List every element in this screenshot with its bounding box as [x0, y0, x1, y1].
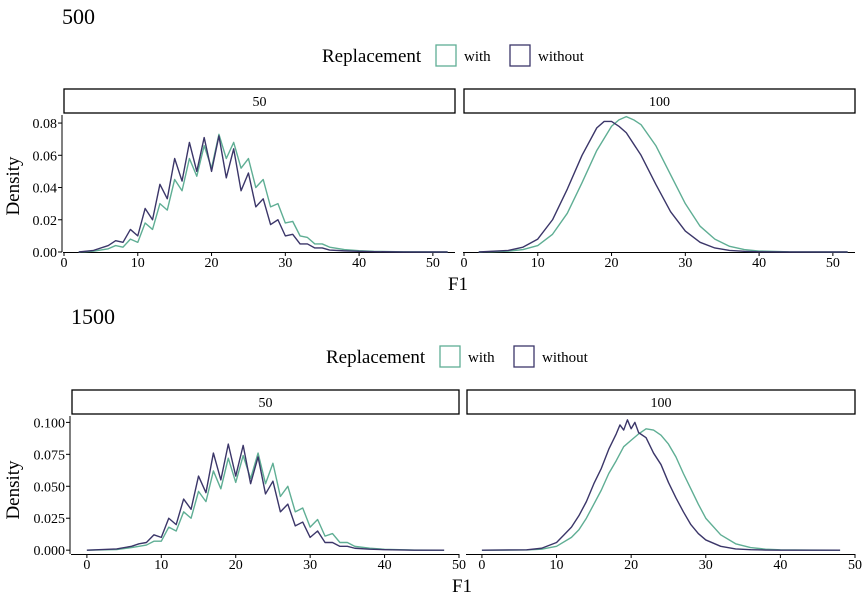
y-tick-label: 0.08 [33, 117, 58, 132]
y-tick-label: 0.025 [34, 512, 66, 527]
x-tick-label: 30 [303, 558, 317, 573]
series-line-with [78, 133, 448, 253]
y-tick-label: 0.050 [34, 480, 66, 495]
legend-label-with: with [468, 350, 495, 366]
legend-title: Replacement [322, 46, 422, 67]
x-axis: 0 10 20 30 40 50 [461, 252, 855, 271]
x-tick-label: 50 [826, 256, 840, 271]
x-tick-label: 10 [131, 256, 145, 271]
series-line-without [78, 135, 448, 253]
series-line-without [481, 419, 841, 551]
y-axis: 0.00 0.02 0.04 0.06 0.08 [33, 115, 63, 261]
x-tick-label: 0 [61, 256, 68, 271]
chart-title: 500 [62, 4, 95, 29]
y-axis-label: Density [3, 156, 24, 216]
facet-strip [63, 88, 456, 114]
x-tick-label: 10 [154, 558, 168, 573]
x-tick-label: 30 [678, 256, 692, 271]
y-axis-label: Density [3, 460, 24, 520]
y-tick-label: 0.100 [34, 416, 66, 431]
series-line-with [478, 115, 848, 253]
legend-key-with [439, 345, 461, 368]
facet-strip [463, 88, 856, 114]
y-tick-label: 0.04 [33, 182, 58, 197]
y-tick-label: 0.000 [34, 544, 66, 559]
legend-label-without: without [542, 350, 589, 366]
x-tick-label: 20 [624, 558, 638, 573]
legend-label-without: without [538, 49, 585, 65]
x-tick-label: 50 [426, 256, 440, 271]
x-tick-label: 40 [352, 256, 366, 271]
panel-50: 50 0 10 20 30 40 50 [61, 88, 456, 271]
facet-strip-label: 50 [259, 396, 273, 411]
legend-key-without [513, 345, 535, 368]
facet-strip [71, 389, 460, 415]
chart-title: 1500 [71, 304, 115, 329]
chart-block-1: 1500 Replacement with without Density F1 0.000… [3, 304, 862, 597]
x-tick-label: 20 [229, 558, 243, 573]
facet-strip-label: 100 [649, 95, 670, 110]
y-tick-label: 0.06 [33, 149, 58, 164]
x-tick-label: 20 [205, 256, 219, 271]
x-tick-label: 0 [478, 558, 485, 573]
facet-strip [466, 389, 856, 415]
legend-key-with [435, 44, 457, 67]
x-axis-label: F1 [452, 576, 472, 597]
legend-key-without [509, 44, 531, 67]
x-tick-label: 30 [278, 256, 292, 271]
y-axis: 0.000 0.025 0.050 0.075 0.100 [34, 416, 71, 559]
series-line-without [478, 120, 848, 253]
panel-100: 100 0 10 20 30 40 50 [466, 389, 862, 573]
x-tick-label: 0 [461, 256, 468, 271]
x-axis: 0 10 20 30 40 50 [466, 554, 862, 573]
legend-title: Replacement [326, 347, 426, 368]
facet-strip-label: 100 [651, 396, 672, 411]
series-line-with [481, 428, 841, 551]
x-axis: 0 10 20 30 40 50 [61, 252, 455, 271]
facet-strip-label: 50 [253, 95, 267, 110]
x-tick-label: 20 [605, 256, 619, 271]
x-axis: 0 10 20 30 40 50 [71, 554, 466, 573]
x-axis-label: F1 [448, 274, 468, 295]
series-line-with [86, 452, 445, 551]
x-tick-label: 30 [699, 558, 713, 573]
legend: Replacement with without [322, 44, 585, 67]
y-tick-label: 0.02 [33, 214, 58, 229]
x-tick-label: 10 [531, 256, 545, 271]
panel-50: 50 0 10 20 30 40 50 [71, 389, 466, 573]
y-tick-label: 0.00 [33, 246, 58, 261]
y-tick-label: 0.075 [34, 448, 66, 463]
x-tick-label: 40 [378, 558, 392, 573]
x-tick-label: 0 [83, 558, 90, 573]
legend: Replacement with without [326, 345, 589, 368]
x-tick-label: 50 [848, 558, 862, 573]
x-tick-label: 40 [773, 558, 787, 573]
x-tick-label: 10 [550, 558, 564, 573]
series-line-without [86, 443, 445, 551]
x-tick-label: 50 [452, 558, 466, 573]
legend-label-with: with [464, 49, 491, 65]
panel-100: 100 0 10 20 30 40 50 [461, 88, 856, 271]
x-tick-label: 40 [752, 256, 766, 271]
